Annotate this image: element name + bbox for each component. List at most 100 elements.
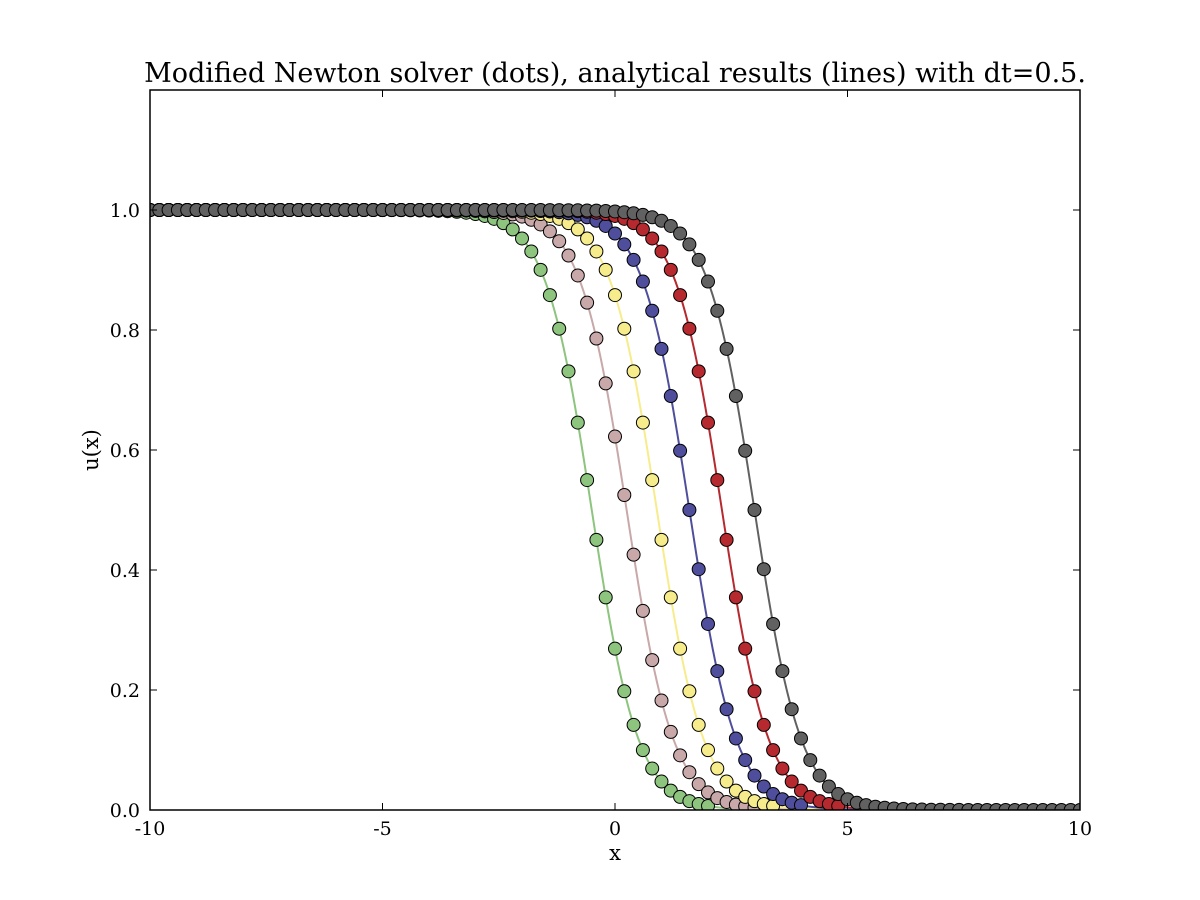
series-6-point <box>821 779 836 794</box>
series-2-point <box>645 653 660 668</box>
series-2-point <box>552 234 567 249</box>
series-3-point <box>635 415 650 430</box>
series-2-point <box>589 331 604 346</box>
series-6-point <box>766 616 781 631</box>
series-1-point <box>701 798 715 810</box>
series-2-point <box>608 429 622 444</box>
axis-ticks: -10 -5 0 5 10 0.0 0.2 0.4 0.6 0.8 1.0 <box>110 90 1092 840</box>
series-5-point <box>654 244 669 259</box>
series-2-point <box>542 224 557 239</box>
series-5-point <box>645 231 660 246</box>
series-3-point <box>617 321 632 336</box>
series-2-point <box>663 724 678 739</box>
series-5-point <box>784 774 799 789</box>
series-6-point <box>747 503 762 517</box>
series-6-point <box>728 389 743 404</box>
x-tick-label: 5 <box>841 818 853 840</box>
series-4-point <box>719 702 734 717</box>
series-4-point <box>635 274 650 289</box>
x-tick-label: 0 <box>609 818 621 840</box>
series-2-point <box>673 748 688 763</box>
series-5-point <box>775 761 790 776</box>
series-6-point <box>682 237 697 252</box>
series-3-point <box>626 364 641 379</box>
series-1-point <box>561 364 576 379</box>
series-3-point <box>589 244 604 259</box>
series-3-point <box>580 231 595 246</box>
series-2-point <box>654 693 669 708</box>
series-6-point <box>691 252 706 267</box>
x-tick-label: -10 <box>135 818 166 840</box>
series-6-point <box>794 731 808 746</box>
series-3-point <box>654 532 669 547</box>
series-6-point <box>701 274 715 289</box>
series-5-point <box>691 364 706 379</box>
series-1-point <box>515 231 529 246</box>
y-tick-label: 0.0 <box>110 800 140 822</box>
series-6-point <box>775 664 790 679</box>
series-3-point <box>701 743 715 758</box>
series-1-point <box>505 222 520 237</box>
series-4-point <box>794 798 808 810</box>
y-tick-label: 0.6 <box>110 440 140 462</box>
series-4-point <box>663 389 678 404</box>
series-5-point <box>635 222 650 237</box>
series-3-point <box>570 222 585 237</box>
series-1-point <box>598 590 613 605</box>
series-6-point <box>1073 803 1080 810</box>
series-4-point <box>691 562 706 577</box>
series-6-point <box>756 562 771 577</box>
series-5-point <box>673 288 688 303</box>
series-3-point <box>645 473 660 488</box>
series-4-point <box>756 779 771 794</box>
series-4-point <box>738 753 753 768</box>
series-5-point <box>738 641 753 656</box>
series-1-point <box>524 244 539 259</box>
series-1-point <box>580 473 595 488</box>
series-1-point <box>635 743 650 758</box>
series-1-point <box>654 774 669 789</box>
series-2-point <box>691 777 706 792</box>
series-5-point <box>663 262 678 277</box>
series-3-point <box>608 288 622 303</box>
series-6-point <box>738 443 753 458</box>
series-4-point <box>608 226 622 241</box>
series-5-point <box>701 415 715 430</box>
series-2-point <box>635 603 650 618</box>
series-5-point <box>766 743 781 758</box>
series-3-point <box>719 774 734 789</box>
series-5-point <box>747 684 762 699</box>
series-6-point <box>663 218 678 233</box>
series-3-point <box>710 761 725 776</box>
series-2-point <box>570 268 585 283</box>
series-3-point <box>673 641 688 656</box>
series-1-point <box>552 321 567 336</box>
series-5-point <box>728 590 743 605</box>
series-2-point <box>561 248 576 263</box>
y-tick-label: 0.2 <box>110 680 140 702</box>
y-tick-label: 1.0 <box>110 200 140 222</box>
series-4-point <box>617 237 632 252</box>
series-1-point <box>570 415 585 430</box>
y-axis-label: u(x) <box>79 429 103 471</box>
series-4-point <box>682 503 697 517</box>
y-tick-label: 0.8 <box>110 320 140 342</box>
series-1-point <box>617 684 632 699</box>
series-1-point <box>533 262 548 277</box>
series-4-point <box>654 341 669 356</box>
series-1-point <box>608 641 622 656</box>
series-4-point <box>626 252 641 267</box>
series-5-point <box>710 473 725 488</box>
series-1-point <box>542 288 557 303</box>
series-3-point <box>682 684 697 699</box>
series-1-point <box>626 717 641 732</box>
series-6-point <box>803 753 818 768</box>
series-4-point <box>710 664 725 679</box>
series-4-point <box>747 768 762 783</box>
series-2-point <box>626 547 641 562</box>
x-tick-label: -5 <box>373 818 392 840</box>
series-1-point <box>645 761 660 776</box>
series-5-point <box>682 321 697 336</box>
